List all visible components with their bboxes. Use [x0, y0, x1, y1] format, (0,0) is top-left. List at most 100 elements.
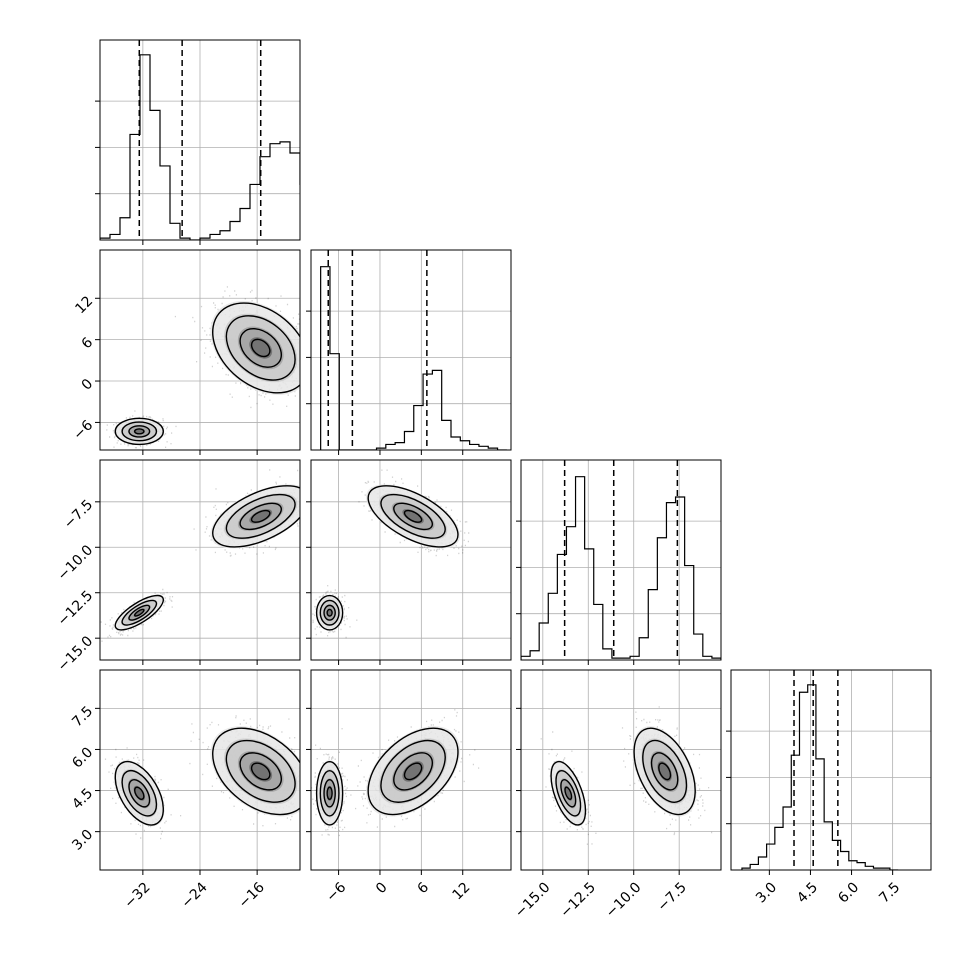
contour-line: [239, 502, 282, 531]
contour-line: [380, 493, 446, 539]
contour-line: [367, 727, 459, 816]
contour-line: [650, 752, 679, 791]
contour-line: [225, 315, 296, 381]
y-tick-label: 3.0: [69, 827, 96, 854]
x-tick-label: 0: [373, 879, 391, 897]
panel-3-1: [306, 669, 512, 875]
contour-line: [367, 485, 459, 548]
contour-line: [550, 760, 587, 826]
axes-frame: [99, 459, 301, 661]
axes-frame: [310, 669, 512, 871]
histogram-step: [741, 684, 899, 870]
contour-line: [403, 762, 423, 781]
contour-line: [250, 338, 271, 358]
panel-0-0: [95, 39, 301, 245]
contour-line: [225, 739, 296, 803]
contour-line: [315, 594, 344, 631]
panel-2-2: [516, 459, 722, 665]
contour-line: [250, 762, 271, 781]
contour-line: [658, 762, 672, 781]
axes-frame: [730, 669, 932, 871]
panel-2-1: [306, 459, 512, 665]
panel-content: [104, 715, 300, 840]
axes-frame: [520, 459, 722, 661]
y-tick-label: 4.5: [69, 786, 96, 813]
contour-line: [564, 786, 573, 801]
panel-2-0: [95, 459, 301, 665]
contour-line: [114, 417, 164, 446]
contour-line: [121, 769, 158, 817]
y-tick-label: −12.5: [55, 588, 97, 630]
panel-3-3: [726, 669, 932, 875]
x-tick-label: −24: [179, 879, 211, 911]
contour-line: [393, 752, 434, 791]
y-tick-label: −6: [70, 417, 96, 443]
y-tick-label: −7.5: [61, 497, 96, 532]
y-tick-label: 6.0: [69, 744, 96, 771]
axes-frame: [310, 249, 512, 451]
panel-content: [540, 706, 713, 845]
y-tick-label: 6: [79, 335, 97, 353]
contour-line: [128, 425, 151, 438]
contour-line: [326, 786, 333, 801]
y-tick-label: 7.5: [69, 703, 96, 730]
contour-line: [403, 509, 423, 523]
x-tick-label: 4.5: [794, 879, 821, 906]
contour-line: [315, 760, 344, 826]
contour-line: [633, 727, 696, 816]
axes-frame: [99, 669, 301, 871]
x-tick-label: −6: [323, 879, 349, 905]
y-tick-label: −15.0: [55, 633, 97, 675]
contour-line: [560, 779, 577, 808]
contour-line: [121, 599, 158, 626]
axes-frame: [99, 39, 301, 241]
contour-line: [212, 485, 300, 548]
x-tick-label: −10.0: [603, 879, 645, 921]
contour-line: [134, 428, 145, 435]
contour-line: [323, 604, 336, 621]
histogram-step: [100, 54, 300, 240]
panel-content: [312, 469, 470, 639]
x-tick-label: −32: [121, 879, 153, 911]
axes-frame: [310, 459, 512, 661]
contour-line: [326, 608, 333, 617]
contour-line: [319, 769, 340, 817]
density-fill: [133, 608, 146, 617]
contour-line: [134, 786, 145, 801]
contour-line: [128, 604, 151, 621]
contour-line: [121, 421, 158, 442]
contour-line: [239, 752, 282, 791]
panel-3-0: [95, 669, 301, 875]
x-tick-label: 3.0: [753, 879, 780, 906]
y-tick-label: 0: [79, 376, 97, 394]
panel-1-0: [95, 249, 301, 455]
density-fill: [564, 785, 573, 801]
axes-frame: [520, 669, 722, 871]
contour-line: [134, 608, 145, 617]
contour-line: [114, 594, 164, 631]
y-tick-label: −10.0: [55, 542, 97, 584]
x-tick-label: −15.0: [512, 879, 554, 921]
density-fill: [657, 761, 672, 782]
panel-content: [100, 469, 300, 642]
x-tick-label: 6.0: [835, 879, 862, 906]
x-tick-label: 7.5: [876, 879, 903, 906]
density-fill: [249, 509, 273, 524]
histogram-step: [521, 476, 721, 660]
contour-line: [380, 739, 446, 803]
contour-line: [212, 302, 300, 394]
density-fill: [249, 761, 273, 782]
panel-content: [100, 286, 300, 449]
y-tick-label: 12: [72, 293, 96, 317]
contour-line: [225, 493, 296, 539]
contour-line: [128, 779, 151, 808]
histogram-step: [320, 266, 507, 450]
contour-line: [393, 502, 434, 531]
axes-frame: [99, 249, 301, 451]
contour-line: [319, 599, 340, 626]
density-fill: [402, 761, 424, 782]
x-tick-label: 6: [414, 879, 432, 897]
contour-line: [323, 779, 336, 808]
contour-line: [114, 760, 164, 826]
